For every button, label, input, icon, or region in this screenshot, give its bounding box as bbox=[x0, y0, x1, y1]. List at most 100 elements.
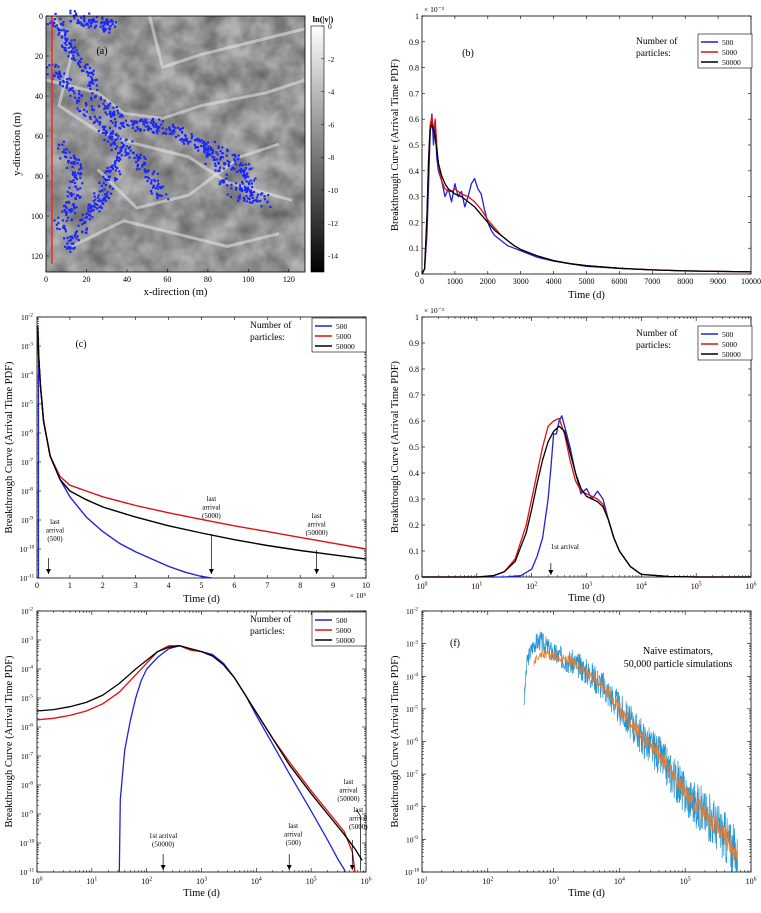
panel-b-frame bbox=[421, 15, 752, 275]
particle bbox=[245, 200, 248, 203]
particle bbox=[89, 22, 92, 25]
particle bbox=[102, 125, 105, 128]
particle bbox=[111, 132, 114, 135]
particle bbox=[65, 86, 68, 89]
particle bbox=[93, 206, 96, 209]
particle bbox=[90, 82, 93, 85]
particle bbox=[167, 198, 170, 201]
particle bbox=[226, 149, 229, 152]
particle bbox=[123, 125, 126, 128]
particle bbox=[73, 235, 76, 238]
particle bbox=[206, 141, 210, 144]
particle bbox=[170, 130, 173, 133]
particle bbox=[106, 191, 109, 194]
particle bbox=[80, 69, 84, 72]
particle bbox=[109, 144, 113, 147]
particle bbox=[173, 131, 176, 134]
particle bbox=[150, 179, 153, 182]
y-tick-label: 10-2 bbox=[406, 607, 418, 616]
annotation-arrowhead bbox=[160, 865, 166, 870]
particle bbox=[67, 159, 70, 163]
particle bbox=[87, 207, 90, 210]
particle bbox=[64, 205, 67, 208]
y-axis-label: y-direction (m) bbox=[12, 112, 23, 176]
particle bbox=[197, 149, 200, 152]
particle bbox=[160, 194, 163, 197]
particle bbox=[103, 196, 106, 199]
particle bbox=[144, 176, 147, 179]
particle bbox=[90, 24, 93, 27]
particle bbox=[106, 178, 109, 181]
x-axis-label: x-direction (m) bbox=[144, 287, 208, 298]
particle bbox=[145, 170, 148, 173]
particle bbox=[152, 117, 155, 120]
particle bbox=[146, 121, 149, 124]
particle bbox=[110, 131, 113, 134]
particle bbox=[80, 167, 83, 170]
particle bbox=[233, 158, 236, 161]
legend-label: 500 bbox=[722, 330, 734, 339]
particle bbox=[61, 84, 64, 88]
annotation-text: (5000) bbox=[202, 512, 221, 520]
particle bbox=[70, 88, 73, 91]
particle bbox=[81, 231, 84, 234]
x-tick-label: 104 bbox=[614, 876, 625, 886]
particle bbox=[102, 182, 105, 185]
particle bbox=[204, 150, 207, 153]
particle bbox=[190, 137, 193, 140]
annotation-text: (500) bbox=[47, 535, 63, 543]
particle bbox=[96, 88, 99, 92]
particle bbox=[104, 133, 107, 136]
particle bbox=[86, 63, 89, 66]
particle bbox=[120, 146, 123, 150]
particle bbox=[183, 134, 187, 137]
particle bbox=[245, 175, 248, 178]
annotation-text: 1st arrival bbox=[149, 832, 177, 840]
particle bbox=[77, 54, 80, 57]
particle bbox=[181, 140, 184, 143]
particle bbox=[191, 135, 194, 138]
particle bbox=[65, 84, 69, 87]
particle bbox=[238, 169, 241, 172]
particle bbox=[63, 209, 66, 212]
particle bbox=[89, 117, 92, 120]
particle bbox=[109, 133, 112, 136]
particle bbox=[237, 154, 240, 157]
particle bbox=[53, 18, 56, 21]
x-tick-label: 101 bbox=[471, 581, 482, 591]
particle bbox=[234, 155, 237, 158]
particle bbox=[88, 71, 91, 74]
particle bbox=[68, 192, 71, 195]
x-tick-label: 102 bbox=[141, 876, 152, 886]
particle bbox=[219, 150, 222, 153]
particle bbox=[107, 103, 111, 106]
particle bbox=[241, 164, 245, 167]
particle bbox=[75, 14, 78, 17]
particle bbox=[69, 9, 72, 12]
particle bbox=[62, 23, 65, 26]
particle bbox=[103, 131, 106, 134]
particle bbox=[114, 21, 117, 24]
particle bbox=[101, 201, 104, 205]
particle bbox=[61, 219, 64, 222]
particle bbox=[242, 171, 246, 174]
particle bbox=[68, 51, 71, 54]
x-tick-label: 0 bbox=[35, 581, 39, 590]
particle bbox=[246, 197, 250, 200]
particle bbox=[67, 246, 70, 249]
y-tick-label: 60 bbox=[35, 132, 43, 141]
particle bbox=[102, 175, 105, 178]
legend-label: 500 bbox=[336, 322, 348, 331]
particle bbox=[61, 45, 64, 49]
legend-label: 500 bbox=[722, 38, 734, 47]
x-tick-label: 1 bbox=[68, 581, 72, 590]
particle bbox=[84, 102, 87, 105]
naive-estimator-series bbox=[533, 649, 739, 863]
annotation-text: last bbox=[312, 512, 322, 520]
particle bbox=[183, 142, 186, 145]
particle bbox=[103, 138, 106, 142]
particle bbox=[146, 127, 149, 130]
annotation-text: arrival bbox=[284, 831, 302, 839]
particle bbox=[60, 29, 63, 32]
particle bbox=[88, 218, 91, 221]
